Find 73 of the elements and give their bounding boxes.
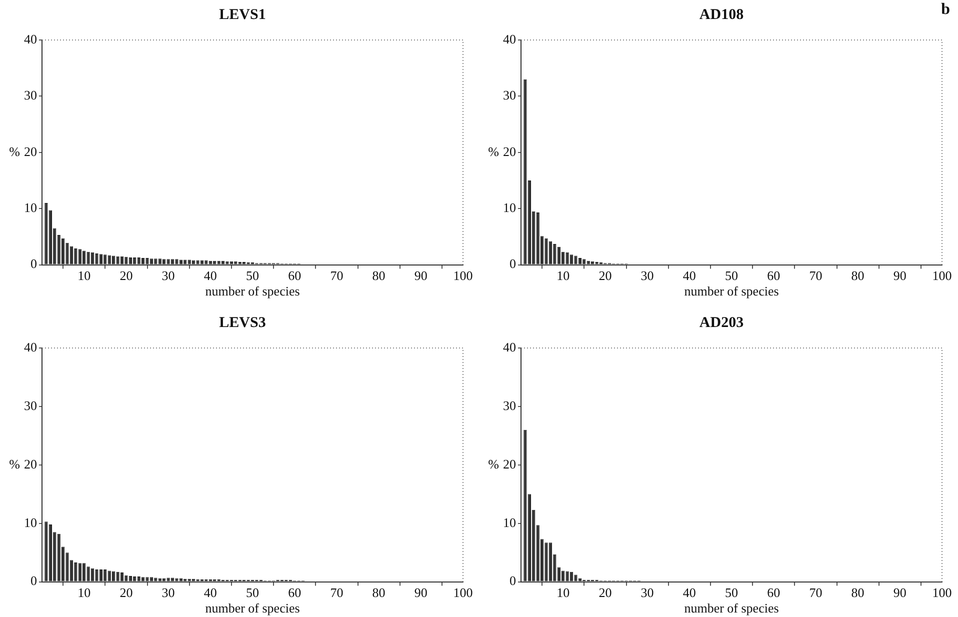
chart-title: LEVS1 — [219, 6, 266, 23]
x-tick-label: 80 — [851, 268, 864, 284]
chart-title: LEVS3 — [219, 314, 266, 331]
x-tick-label: 90 — [893, 585, 906, 600]
x-tick-label: 50 — [246, 268, 259, 284]
x-tick-label: 90 — [414, 268, 428, 284]
y-tick-label: 30 — [24, 398, 37, 413]
y-axis-title: % — [488, 144, 500, 159]
x-tick-label: 70 — [330, 585, 344, 600]
x-tick-label: 50 — [246, 585, 259, 600]
y-tick-label: 30 — [503, 398, 516, 413]
x-tick-label: 30 — [162, 585, 175, 600]
x-tick-label: 10 — [78, 268, 91, 284]
y-tick-label: 10 — [24, 200, 37, 216]
x-tick-label: 80 — [372, 585, 386, 600]
y-tick-label: 0 — [30, 256, 37, 272]
x-tick-label: 20 — [120, 268, 133, 284]
x-tick-label: 40 — [204, 268, 217, 284]
y-axis-title: % — [488, 456, 500, 472]
x-tick-label: 100 — [453, 268, 473, 284]
y-tick-label: 10 — [24, 514, 37, 530]
x-tick-label: 20 — [598, 268, 612, 284]
x-tick-label: 60 — [288, 585, 302, 600]
x-tick-label: 10 — [556, 268, 570, 284]
y-tick-label: 0 — [510, 573, 516, 588]
y-tick-label: 20 — [503, 456, 516, 472]
x-axis-title: number of species — [205, 600, 300, 616]
y-axis-title: % — [9, 144, 20, 159]
x-tick-label: 100 — [932, 268, 952, 284]
x-tick-label: 30 — [162, 268, 175, 284]
y-tick-label: 20 — [24, 456, 37, 472]
y-tick-label: 30 — [503, 88, 516, 103]
x-tick-label: 90 — [893, 268, 906, 284]
y-tick-label: 10 — [503, 514, 516, 530]
x-tick-label: 10 — [78, 585, 91, 600]
x-tick-label: 70 — [809, 585, 822, 600]
x-tick-label: 80 — [851, 585, 864, 600]
x-tick-label: 100 — [932, 585, 952, 600]
x-tick-label: 30 — [640, 268, 654, 284]
x-tick-label: 10 — [556, 585, 570, 600]
x-axis-title: number of species — [684, 600, 779, 616]
x-axis-title: number of species — [205, 284, 300, 299]
x-tick-label: 30 — [640, 585, 654, 600]
x-tick-label: 60 — [767, 268, 780, 284]
x-tick-label: 60 — [288, 268, 302, 284]
y-tick-label: 40 — [503, 31, 516, 46]
chart-title: AD203 — [699, 314, 744, 331]
y-tick-label: 20 — [503, 144, 516, 159]
x-tick-label: 20 — [598, 585, 612, 600]
y-tick-label: 0 — [510, 256, 516, 272]
x-tick-label: 50 — [725, 268, 738, 284]
x-tick-label: 70 — [809, 268, 822, 284]
x-tick-label: 70 — [330, 268, 344, 284]
x-tick-label: 20 — [120, 585, 133, 600]
x-tick-label: 90 — [414, 585, 428, 600]
x-tick-label: 40 — [682, 585, 696, 600]
y-tick-label: 0 — [30, 573, 37, 588]
y-tick-label: 10 — [503, 200, 516, 216]
x-tick-label: 40 — [682, 268, 696, 284]
x-tick-label: 40 — [204, 585, 217, 600]
y-tick-label: 20 — [24, 144, 37, 159]
text: b — [941, 1, 950, 18]
chart-title: AD108 — [699, 6, 744, 23]
y-tick-label: 30 — [24, 88, 37, 103]
y-tick-label: 40 — [24, 339, 37, 354]
x-tick-label: 100 — [453, 585, 473, 600]
y-tick-label: 40 — [24, 31, 37, 46]
y-axis-title: % — [9, 456, 20, 472]
y-tick-label: 40 — [503, 339, 516, 354]
x-tick-label: 80 — [372, 268, 386, 284]
x-tick-label: 50 — [725, 585, 738, 600]
x-tick-label: 60 — [767, 585, 780, 600]
x-axis-title: number of species — [684, 284, 779, 299]
